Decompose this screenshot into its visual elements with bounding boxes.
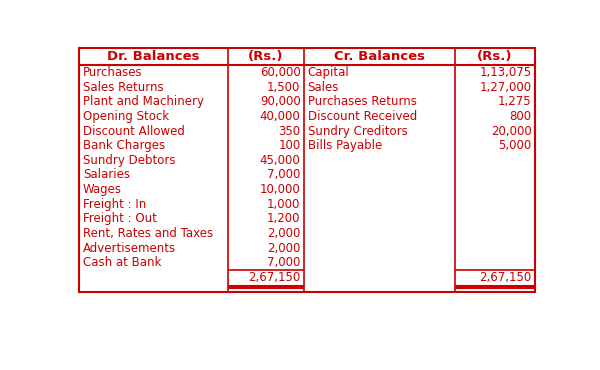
Text: Cr. Balances: Cr. Balances: [334, 50, 425, 63]
Text: Purchases: Purchases: [83, 66, 142, 79]
Text: 45,000: 45,000: [260, 154, 301, 167]
Text: 2,000: 2,000: [267, 242, 301, 255]
Text: Sundry Creditors: Sundry Creditors: [308, 125, 407, 138]
Text: 2,67,150: 2,67,150: [248, 271, 301, 284]
Text: Bank Charges: Bank Charges: [83, 139, 165, 152]
Text: 1,13,075: 1,13,075: [479, 66, 532, 79]
Text: 7,000: 7,000: [267, 256, 301, 269]
Text: 10,000: 10,000: [260, 183, 301, 196]
Text: Purchases Returns: Purchases Returns: [308, 95, 416, 108]
Text: Sales Returns: Sales Returns: [83, 81, 163, 94]
Text: 2,000: 2,000: [267, 227, 301, 240]
Text: Rent, Rates and Taxes: Rent, Rates and Taxes: [83, 227, 213, 240]
Text: Sales: Sales: [308, 81, 339, 94]
Text: Discount Allowed: Discount Allowed: [83, 125, 185, 138]
Text: 1,275: 1,275: [498, 95, 532, 108]
Text: 60,000: 60,000: [260, 66, 301, 79]
Text: Cash at Bank: Cash at Bank: [83, 256, 161, 269]
Bar: [79, 48, 535, 292]
Text: (Rs.): (Rs.): [477, 50, 512, 63]
Text: 100: 100: [278, 139, 301, 152]
Text: Freight : Out: Freight : Out: [83, 212, 157, 225]
Text: Wages: Wages: [83, 183, 122, 196]
Text: Advertisements: Advertisements: [83, 242, 176, 255]
Text: 40,000: 40,000: [260, 110, 301, 123]
Text: 1,200: 1,200: [267, 212, 301, 225]
Text: Capital: Capital: [308, 66, 349, 79]
Text: 350: 350: [278, 125, 301, 138]
Text: Bills Payable: Bills Payable: [308, 139, 382, 152]
Text: (Rs.): (Rs.): [248, 50, 284, 63]
Text: 20,000: 20,000: [491, 125, 532, 138]
Text: 5,000: 5,000: [498, 139, 532, 152]
Text: Freight : In: Freight : In: [83, 198, 146, 211]
Text: 90,000: 90,000: [260, 95, 301, 108]
Text: 2,67,150: 2,67,150: [479, 271, 532, 284]
Text: Plant and Machinery: Plant and Machinery: [83, 95, 204, 108]
Text: 1,500: 1,500: [267, 81, 301, 94]
Text: 1,000: 1,000: [267, 198, 301, 211]
Text: Dr. Balances: Dr. Balances: [107, 50, 200, 63]
Text: Sundry Debtors: Sundry Debtors: [83, 154, 175, 167]
Text: 800: 800: [509, 110, 532, 123]
Text: 7,000: 7,000: [267, 168, 301, 181]
Text: Opening Stock: Opening Stock: [83, 110, 169, 123]
Text: 1,27,000: 1,27,000: [479, 81, 532, 94]
Text: Discount Received: Discount Received: [308, 110, 417, 123]
Text: Salaries: Salaries: [83, 168, 130, 181]
